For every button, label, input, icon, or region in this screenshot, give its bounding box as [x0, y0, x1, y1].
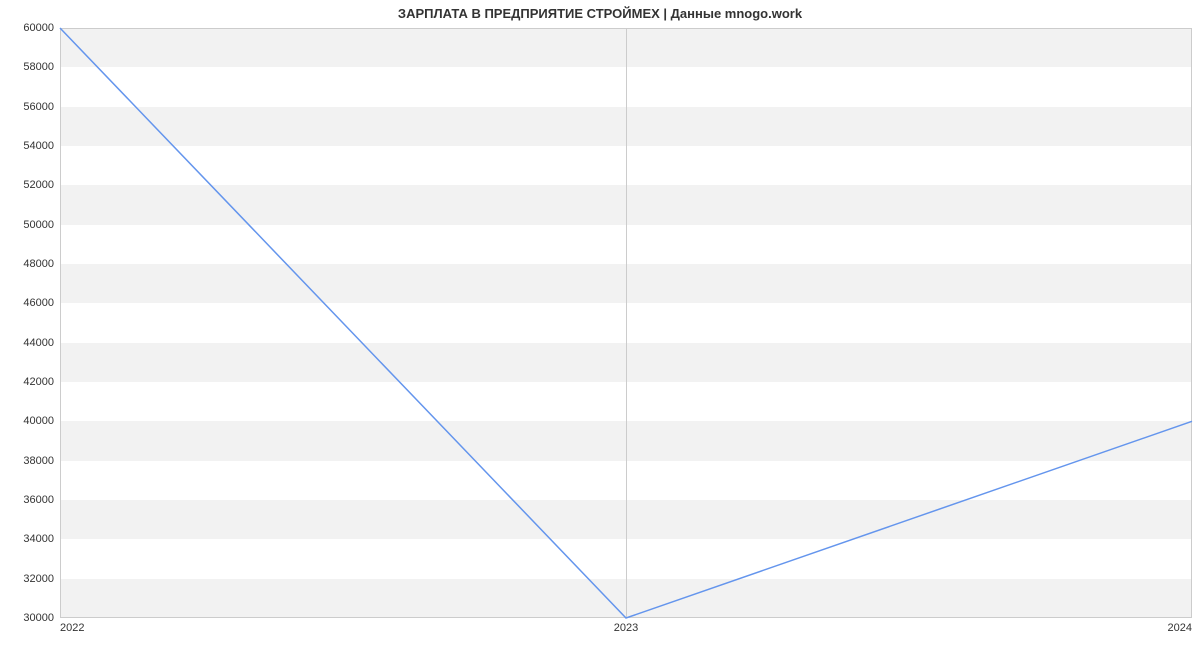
salary-chart: ЗАРПЛАТА В ПРЕДПРИЯТИЕ СТРОЙМЕХ | Данные…: [0, 0, 1200, 650]
y-tick-label: 58000: [23, 61, 54, 73]
y-tick-label: 40000: [23, 415, 54, 427]
y-tick-label: 34000: [23, 533, 54, 545]
y-tick-label: 44000: [23, 337, 54, 349]
y-tick-label: 54000: [23, 140, 54, 152]
y-tick-label: 52000: [23, 179, 54, 191]
y-tick-label: 50000: [23, 219, 54, 231]
x-tick-label: 2022: [60, 622, 84, 634]
series-line-salary: [60, 28, 1192, 618]
y-tick-label: 36000: [23, 494, 54, 506]
x-tick-label: 2023: [614, 622, 638, 634]
chart-title: ЗАРПЛАТА В ПРЕДПРИЯТИЕ СТРОЙМЕХ | Данные…: [0, 6, 1200, 21]
y-tick-label: 56000: [23, 101, 54, 113]
plot-area: 6000058000560005400052000500004800046000…: [60, 28, 1192, 618]
y-tick-label: 38000: [23, 455, 54, 467]
y-tick-label: 32000: [23, 573, 54, 585]
y-tick-label: 42000: [23, 376, 54, 388]
y-tick-label: 60000: [23, 22, 54, 34]
x-tick-label: 2024: [1168, 622, 1192, 634]
y-tick-label: 30000: [23, 612, 54, 624]
y-tick-label: 48000: [23, 258, 54, 270]
series-layer: [60, 28, 1192, 618]
y-tick-label: 46000: [23, 297, 54, 309]
